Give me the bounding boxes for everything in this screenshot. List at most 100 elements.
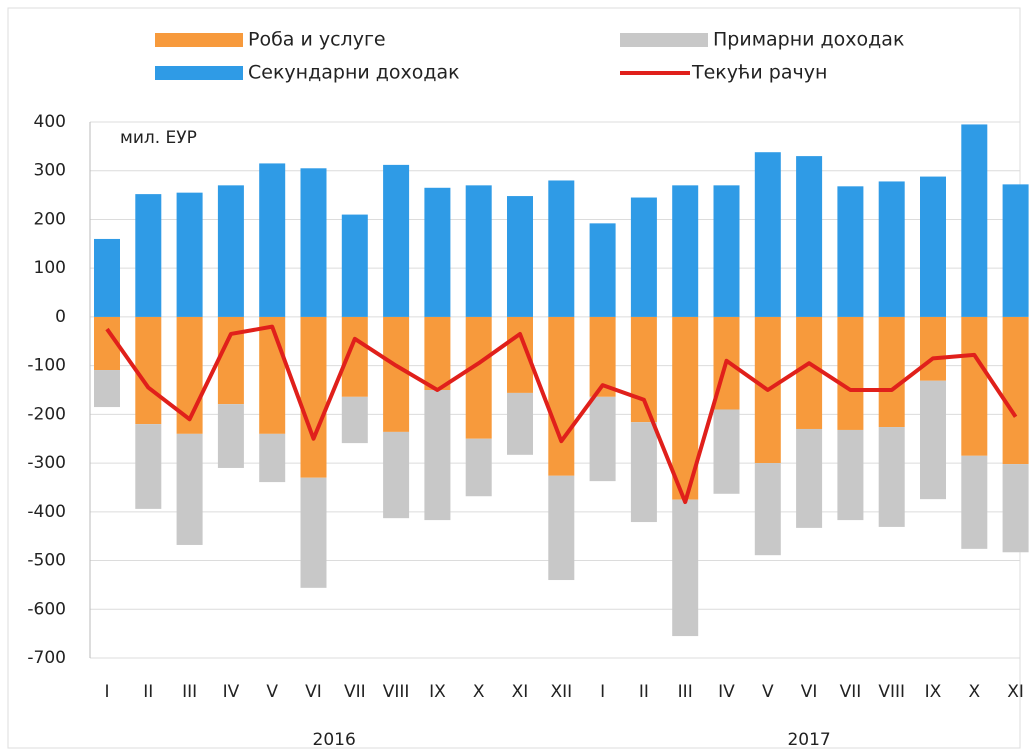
y-tick-label: 300: [34, 161, 66, 181]
bar: [300, 316, 327, 478]
x-tick-label: V: [762, 682, 774, 702]
x-tick-label: IV: [718, 682, 735, 702]
bar: [135, 424, 162, 509]
bar: [878, 181, 905, 317]
bar: [94, 370, 120, 408]
bar: [135, 316, 162, 425]
bar: [589, 223, 616, 317]
bar: [176, 433, 203, 545]
y-tick-label: -400: [27, 502, 66, 522]
bar: [259, 316, 286, 434]
y-tick-label: -600: [27, 599, 66, 619]
bar: [176, 192, 203, 317]
year-label: 2017: [787, 730, 830, 749]
bar: [465, 185, 492, 317]
y-tick-label: 200: [34, 209, 66, 229]
bar: [961, 316, 988, 456]
bar: [383, 164, 410, 317]
bar: [341, 396, 368, 444]
bar: [341, 214, 368, 317]
bar: [630, 197, 657, 317]
bar: [630, 422, 657, 523]
x-tick-label: IX: [429, 682, 446, 702]
bar: [961, 455, 988, 549]
bar: [589, 396, 616, 482]
x-tick-label: VIII: [878, 682, 905, 702]
bar: [837, 429, 864, 521]
bar: [630, 316, 657, 423]
x-tick-label: V: [266, 682, 278, 702]
x-tick-label: IX: [925, 682, 942, 702]
bar: [672, 185, 699, 317]
y-tick-label: 100: [34, 258, 66, 278]
bar: [920, 316, 946, 381]
legend-swatch: [155, 66, 243, 80]
bar: [507, 392, 533, 455]
x-tick-label: I: [600, 682, 605, 702]
legend-swatch: [155, 33, 243, 47]
bar: [259, 433, 286, 483]
bar: [507, 196, 533, 317]
bar: [383, 431, 410, 519]
year-label: 2016: [313, 730, 356, 749]
legend-swatch: [620, 33, 708, 47]
x-tick-label: III: [182, 682, 197, 702]
y-tick-label: -100: [27, 356, 66, 376]
x-tick-label: III: [678, 682, 693, 702]
y-tick-label: -200: [27, 404, 66, 424]
legend-label: Примарни доходак: [713, 29, 904, 51]
bar: [94, 238, 120, 317]
bar: [754, 463, 781, 556]
bar: [713, 185, 740, 317]
y-tick-label: 400: [34, 112, 66, 132]
bar: [465, 438, 492, 497]
bar: [424, 390, 451, 521]
x-tick-label: II: [143, 682, 153, 702]
x-tick-label: VII: [344, 682, 366, 702]
y-tick-label: 0: [55, 307, 66, 327]
bar: [217, 185, 244, 317]
legend-label: Секундарни доходак: [248, 62, 460, 84]
bar: [796, 156, 823, 317]
line: [105, 324, 1018, 505]
bar: [1002, 464, 1029, 553]
bar: [217, 316, 244, 405]
x-tick-label: XI: [512, 682, 529, 702]
y-tick-label: -700: [27, 648, 66, 668]
bar: [424, 187, 451, 317]
bar: [920, 380, 946, 500]
x-tick-label: VII: [840, 682, 862, 702]
x-tick-label: X: [473, 682, 485, 702]
bar: [300, 477, 327, 588]
bar: [796, 316, 823, 429]
bar: [961, 124, 988, 317]
bar: [548, 180, 575, 317]
bar: [424, 316, 451, 390]
bar: [135, 194, 162, 317]
y-tick-label: -500: [27, 551, 66, 571]
bar: [796, 428, 823, 528]
x-tick-label: IV: [223, 682, 240, 702]
x-tick-label: VIII: [383, 682, 410, 702]
bar: [383, 316, 410, 432]
bar: [920, 176, 946, 317]
bar: [300, 168, 327, 317]
bar: [837, 186, 864, 317]
y-tick-label: -300: [27, 453, 66, 473]
bar: [837, 316, 864, 430]
bar: [878, 427, 905, 527]
bar: [878, 316, 905, 428]
legend-label: Текући рачун: [691, 62, 827, 84]
x-tick-label: VI: [801, 682, 818, 702]
bar: [713, 409, 740, 494]
bar: [217, 404, 244, 468]
x-tick-label: XI: [1007, 682, 1024, 702]
bar: [548, 475, 575, 581]
x-tick-label: II: [639, 682, 649, 702]
bar: [1002, 184, 1029, 317]
bar: [548, 316, 575, 476]
x-tick-label: X: [968, 682, 980, 702]
bar: [754, 152, 781, 317]
legend-label: Роба и услуге: [248, 29, 386, 51]
